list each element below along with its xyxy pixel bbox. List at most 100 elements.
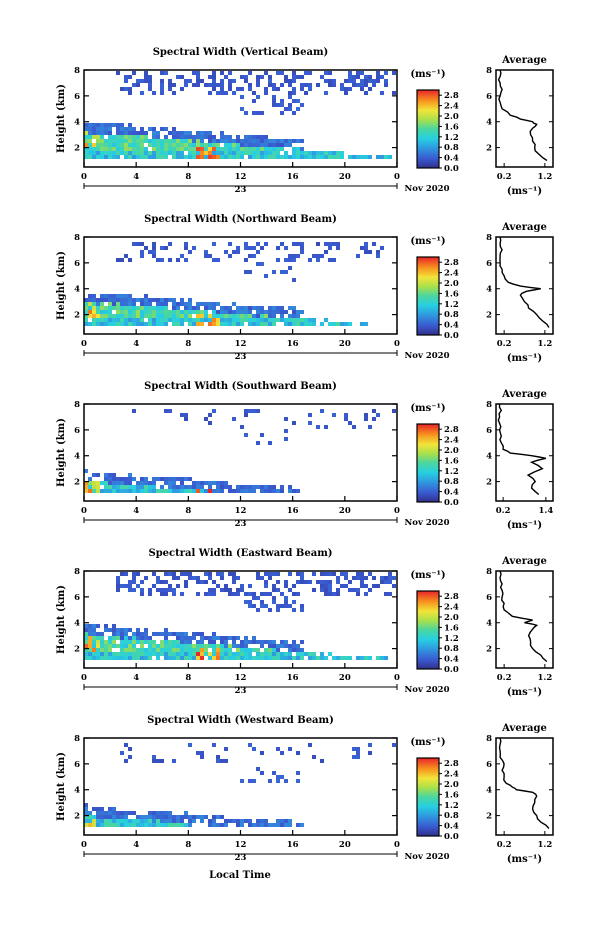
heatmap-cell	[116, 489, 120, 493]
profile-x-tick-label: 0.2	[497, 840, 512, 850]
heatmap-cell	[248, 246, 252, 250]
heatmap-cell	[100, 644, 104, 648]
y-axis-label: Height (km)	[56, 251, 67, 320]
heatmap-cell	[248, 270, 252, 274]
heatmap-cell	[184, 302, 188, 306]
heatmap-cell	[296, 652, 300, 656]
heatmap-cell	[180, 644, 184, 648]
heatmap-cell	[236, 636, 240, 640]
heatmap-cell	[296, 151, 300, 155]
heatmap-cell	[384, 71, 388, 75]
heatmap-cell	[240, 823, 244, 827]
heatmap-cell	[268, 139, 272, 143]
heatmap-cell	[128, 811, 132, 815]
heatmap-cell	[152, 246, 156, 250]
heatmap-cell	[276, 103, 280, 107]
heatmap-cell	[164, 640, 168, 644]
y-tick-label: 8	[74, 734, 80, 744]
heatmap-cell	[96, 807, 100, 811]
heatmap-cell	[124, 79, 128, 83]
heatmap-cell	[244, 648, 248, 652]
heatmap-cell	[124, 636, 128, 640]
heatmap-cell	[344, 79, 348, 83]
heatmap-cell	[224, 147, 228, 151]
heatmap-cell	[300, 83, 304, 87]
heatmap-cell	[108, 644, 112, 648]
heatmap-cell	[156, 652, 160, 656]
heatmap-cell	[116, 302, 120, 306]
heatmap-cell	[160, 640, 164, 644]
heatmap-cell	[120, 628, 124, 632]
heatmap-cell	[280, 751, 284, 755]
x-tick-label: 8	[185, 339, 191, 349]
heatmap-cell	[84, 628, 88, 632]
heatmap-cell	[160, 151, 164, 155]
heatmap-cell	[152, 811, 156, 815]
heatmap-cell	[140, 250, 144, 254]
heatmap-cell	[208, 322, 212, 326]
heatmap-cell	[260, 640, 264, 644]
heatmap-cell	[204, 254, 208, 258]
heatmap-cell	[232, 322, 236, 326]
profile-x-label: (ms⁻¹)	[507, 186, 542, 197]
heatmap-cell	[340, 572, 344, 576]
heatmap-cell	[180, 75, 184, 79]
heatmap-cell	[140, 823, 144, 827]
heatmap-cell	[128, 147, 132, 151]
heatmap-cell	[236, 306, 240, 310]
heatmap-cell	[104, 652, 108, 656]
heatmap-cell	[196, 656, 200, 660]
profile-y-tick-label: 4	[486, 619, 492, 629]
heatmap-cell	[192, 155, 196, 159]
heatmap-cell	[124, 743, 128, 747]
heatmap-cell	[124, 135, 128, 139]
heatmap-cells	[84, 572, 396, 660]
heatmap-cell	[240, 139, 244, 143]
heatmap-cell	[356, 755, 360, 759]
heatmap-cell	[132, 640, 136, 644]
heatmap-cell	[260, 576, 264, 580]
heatmap-cell	[124, 644, 128, 648]
heatmap-cell	[168, 481, 172, 485]
heatmap-cell	[144, 648, 148, 652]
heatmap-cell	[268, 75, 272, 79]
heatmap-cell	[216, 489, 220, 493]
heatmap-cell	[132, 306, 136, 310]
colorbar-tick-label: 2.0	[444, 780, 459, 790]
heatmap-cell	[236, 656, 240, 660]
heatmap-cell	[88, 127, 92, 131]
heatmap-cell	[324, 588, 328, 592]
heatmap-cell	[160, 139, 164, 143]
heatmap-cell	[252, 155, 256, 159]
heatmap-cell	[272, 771, 276, 775]
heatmap-cell	[268, 608, 272, 612]
heatmap-cell	[216, 318, 220, 322]
heatmap-cell	[168, 644, 172, 648]
heatmap-cell	[284, 580, 288, 584]
heatmap-cell	[236, 644, 240, 648]
heatmap-cell	[224, 143, 228, 147]
heatmap-cell	[384, 592, 388, 596]
heatmap-cell	[220, 310, 224, 314]
heatmap-cell	[260, 823, 264, 827]
colorbar-tick-label: 2.8	[444, 425, 459, 435]
heatmap-cell	[336, 151, 340, 155]
heatmap-cell	[204, 489, 208, 493]
heatmap-cell	[196, 79, 200, 83]
heatmap-cell	[108, 473, 112, 477]
heatmap-cell	[148, 310, 152, 314]
heatmap-cell	[232, 819, 236, 823]
heatmap-cell	[192, 485, 196, 489]
heatmap-cell	[136, 640, 140, 644]
heatmap-cell	[184, 131, 188, 135]
heatmap-cell	[116, 644, 120, 648]
heatmap-cell	[292, 656, 296, 660]
heatmap-cell	[144, 294, 148, 298]
panel-1: Spectral Width (Vertical Beam)2468Height…	[56, 47, 554, 197]
heatmap-cell	[208, 413, 212, 417]
heatmap-cell	[116, 580, 120, 584]
heatmap-cell	[240, 489, 244, 493]
heatmap-cell	[144, 75, 148, 79]
x-tick-label: 8	[185, 172, 191, 182]
heatmap-cell	[364, 417, 368, 421]
